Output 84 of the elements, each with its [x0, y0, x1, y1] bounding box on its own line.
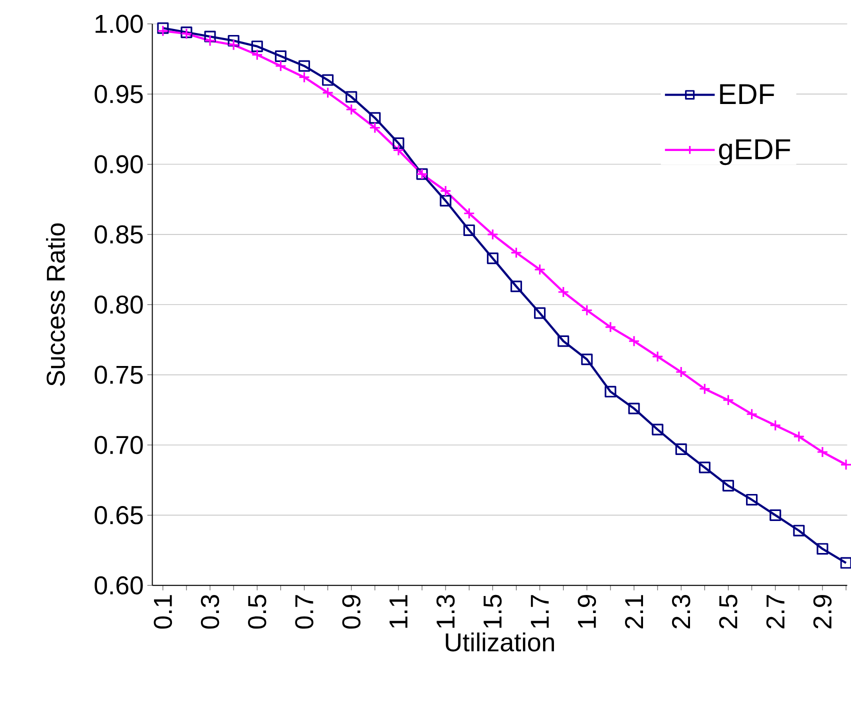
y-axis-title: Success Ratio — [46, 223, 65, 386]
point — [698, 462, 710, 474]
y-tick-label: 0.85 — [94, 225, 143, 244]
point — [840, 458, 851, 470]
point — [369, 122, 381, 134]
legend-label: gEDF — [719, 139, 790, 166]
point — [510, 280, 522, 292]
y-tick-label: 0.70 — [94, 436, 143, 454]
point — [251, 49, 263, 61]
point — [346, 91, 358, 103]
x-tick-label: 0.9 — [342, 595, 360, 629]
point — [463, 208, 475, 220]
point — [770, 420, 782, 432]
legend-label: EDF — [720, 84, 774, 104]
point — [770, 509, 782, 522]
x-tick-label: 0.7 — [295, 595, 314, 629]
x-tick-label: 2.7 — [766, 595, 784, 628]
point — [604, 386, 616, 398]
point — [157, 22, 169, 34]
x-tick-label: 1.1 — [390, 595, 408, 628]
y-tick-label: 0.60 — [94, 576, 143, 595]
point — [274, 60, 286, 72]
point — [298, 60, 310, 72]
x-tick-label: 2.1 — [625, 595, 644, 628]
point — [722, 394, 734, 406]
point — [346, 104, 358, 116]
y-tick-label: 1.00 — [96, 14, 143, 34]
x-tick-label: 2.3 — [672, 595, 690, 628]
point — [157, 25, 169, 37]
x-tick-label: 2.9 — [813, 595, 832, 628]
x-tick-label: 1.7 — [530, 595, 549, 628]
point — [298, 72, 310, 84]
x-tick-label: 2.5 — [719, 595, 738, 628]
point — [698, 383, 710, 395]
point — [274, 50, 286, 62]
point — [652, 350, 664, 362]
y-tick-label: 0.90 — [94, 155, 143, 174]
point — [510, 246, 522, 259]
point — [604, 321, 616, 333]
point — [322, 86, 334, 99]
point — [840, 557, 851, 569]
point — [463, 224, 475, 236]
point — [369, 112, 381, 124]
point — [322, 74, 334, 86]
point — [793, 430, 805, 442]
point — [534, 307, 546, 319]
point — [486, 228, 498, 240]
point — [628, 402, 640, 414]
point — [675, 444, 687, 456]
x-tick-label: 1.3 — [436, 595, 455, 628]
point — [628, 335, 640, 347]
point — [558, 286, 570, 298]
point — [652, 424, 664, 436]
point — [228, 39, 240, 51]
point — [392, 138, 404, 150]
y-tick-label: 0.80 — [94, 296, 143, 314]
x-tick-label: 0.3 — [200, 595, 220, 629]
point — [440, 185, 452, 197]
point — [675, 366, 687, 378]
x-tick-label: 0.5 — [248, 595, 266, 629]
point — [228, 35, 240, 47]
point — [581, 354, 593, 366]
point — [251, 40, 263, 52]
point — [486, 252, 498, 264]
point — [534, 264, 546, 276]
y-tick-label: 0.65 — [94, 506, 143, 524]
point — [204, 35, 216, 47]
point — [746, 494, 758, 506]
point — [558, 335, 570, 347]
point — [440, 195, 452, 207]
y-tick-label: 0.95 — [94, 85, 143, 104]
point — [581, 304, 593, 316]
point — [746, 408, 758, 420]
point — [816, 543, 828, 555]
y-tick-label: 0.75 — [94, 366, 143, 384]
x-axis-title: Utilization — [446, 632, 554, 652]
point — [722, 480, 734, 492]
x-tick-label: 1.5 — [484, 595, 502, 628]
point — [816, 446, 828, 458]
point — [793, 524, 805, 536]
x-tick-label: 1.9 — [578, 595, 596, 628]
point — [204, 30, 216, 42]
point — [392, 144, 404, 156]
x-tick-label: 0.1 — [154, 595, 172, 629]
